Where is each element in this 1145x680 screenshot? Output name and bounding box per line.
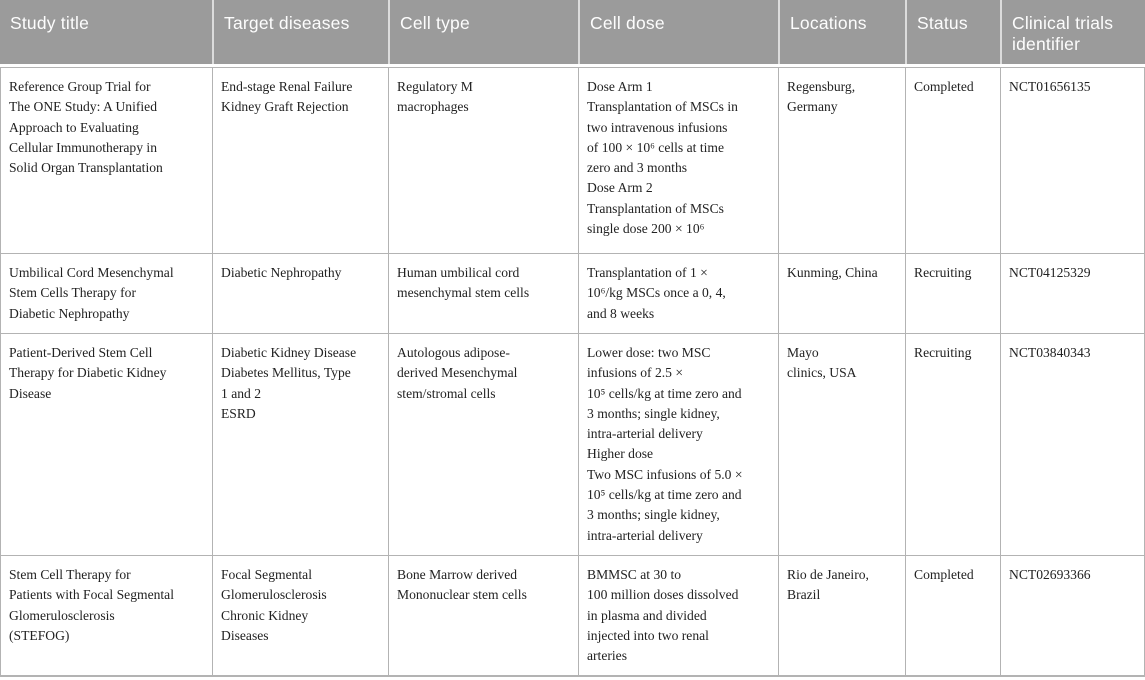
table-row: Umbilical Cord Mesenchymal Stem Cells Th…: [1, 254, 1144, 334]
cell-cell-dose: Transplantation of 1 × 10⁶/kg MSCs once …: [579, 254, 779, 333]
cell-study-title: Umbilical Cord Mesenchymal Stem Cells Th…: [1, 254, 213, 333]
header-cell-cell-type: Cell type: [388, 0, 578, 64]
cell-locations: Regensburg, Germany: [779, 68, 906, 253]
cell-study-title: Patient-Derived Stem Cell Therapy for Di…: [1, 334, 213, 555]
header-cell-study-title: Study title: [10, 13, 90, 33]
cell-study-title: Reference Group Trial for The ONE Study:…: [1, 68, 213, 253]
table-row: Reference Group Trial for The ONE Study:…: [1, 68, 1144, 254]
table-body: Reference Group Trial for The ONE Study:…: [0, 67, 1145, 678]
cell-cell-type: Autologous adipose- derived Mesenchymal …: [389, 334, 579, 555]
header-cell-locations: Locations: [778, 0, 905, 64]
header-cell-target-diseases: Target diseases: [212, 0, 388, 64]
cell-cell-type: Regulatory M macrophages: [389, 68, 579, 253]
cell-target-diseases: Diabetic Nephropathy: [213, 254, 389, 333]
table-header-row: Study title Target diseases Cell type Ce…: [0, 0, 1145, 64]
cell-nct-identifier: NCT01656135: [1009, 79, 1091, 94]
cell-cell-dose: BMMSC at 30 to 100 million doses dissolv…: [579, 555, 779, 676]
cell-study-title: Stem Cell Therapy for Patients with Foca…: [1, 555, 213, 676]
header-cell-status: Status: [905, 0, 1000, 64]
cell-target-diseases: Focal Segmental Glomerulosclerosis Chron…: [213, 555, 389, 676]
table-row: Patient-Derived Stem Cell Therapy for Di…: [1, 334, 1144, 556]
cell-status: Recruiting: [906, 334, 1001, 555]
cell-nct-identifier: NCT02693366: [1009, 566, 1091, 582]
cell-locations: Mayo clinics, USA: [779, 334, 906, 555]
cell-target-diseases: Diabetic Kidney Disease Diabetes Mellitu…: [213, 334, 389, 555]
cell-locations: Kunming, China: [779, 254, 906, 333]
cell-cell-type: Human umbilical cord mesenchymal stem ce…: [389, 254, 579, 333]
cell-cell-type: Bone Marrow derived Mononuclear stem cel…: [389, 555, 579, 676]
cell-cell-dose: Lower dose: two MSC infusions of 2.5 × 1…: [579, 334, 779, 555]
cell-status: Completed: [906, 555, 1001, 676]
table-row: Stem Cell Therapy for Patients with Foca…: [1, 555, 1144, 676]
header-cell-cell-dose: Cell dose: [578, 0, 778, 64]
cell-nct-identifier: NCT03840343: [1009, 345, 1091, 360]
cell-nct-identifier: NCT04125329: [1009, 265, 1091, 280]
cell-locations: Rio de Janeiro, Brazil: [779, 555, 906, 676]
header-cell-trials-identifier: Clinical trials identifier: [1000, 0, 1145, 64]
cell-status: Completed: [906, 68, 1001, 253]
cell-cell-dose: Dose Arm 1 Transplantation of MSCs in tw…: [579, 68, 779, 253]
cell-status: Recruiting: [906, 254, 1001, 333]
cell-target-diseases: End-stage Renal Failure Kidney Graft Rej…: [213, 68, 389, 253]
